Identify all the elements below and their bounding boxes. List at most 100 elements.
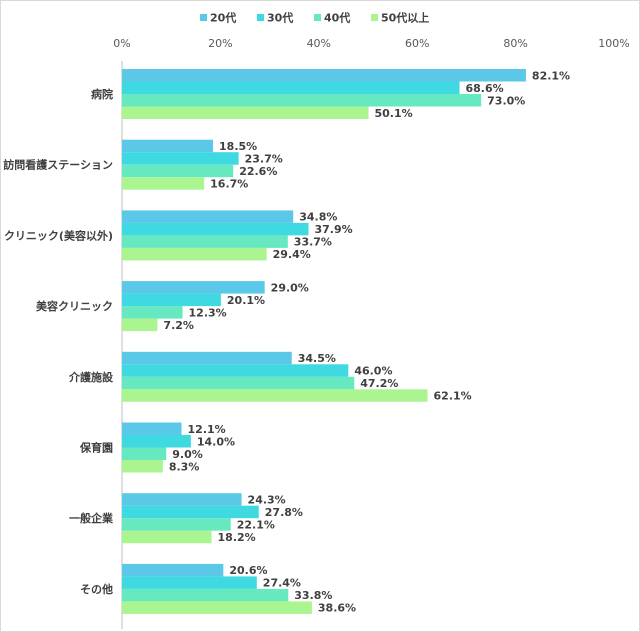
data-label-bg-1-3 [297, 210, 338, 223]
data-label-bg-4-6 [166, 460, 200, 472]
data-label-3-3: 33.7% [294, 236, 332, 249]
data-label-bg-3-1 [485, 94, 526, 106]
data-label-bg-1-5 [295, 352, 336, 364]
bar-2-2 [122, 152, 239, 165]
x-tick-label-3: 40% [307, 37, 331, 50]
bar-1-2 [122, 139, 214, 153]
data-label-bg-2-3 [312, 223, 353, 235]
data-label-bg-1-7 [245, 493, 286, 506]
data-label-3-1: 73.0% [487, 94, 525, 107]
data-label-4-4: 7.2% [163, 319, 194, 332]
category-label-4: 美容クリニック [36, 299, 113, 313]
legend-label-1: 20代 [210, 11, 236, 25]
bar-1-1 [122, 69, 526, 82]
legend-swatch-4 [371, 14, 378, 21]
bar-1-3 [122, 210, 294, 223]
x-tick-label-1: 0% [113, 37, 130, 50]
data-label-1-3: 34.8% [299, 211, 337, 224]
bar-3-5 [122, 376, 355, 390]
data-label-1-7: 24.3% [248, 493, 286, 506]
data-label-4-5: 62.1% [434, 390, 472, 403]
category-label-5: 介護施設 [68, 370, 114, 384]
legend-label-4: 50代以上 [381, 11, 429, 25]
data-label-bg-4-7 [215, 531, 256, 543]
legend-label-3: 40代 [324, 11, 350, 25]
data-label-4-3: 29.4% [273, 248, 311, 261]
data-label-bg-2-1 [463, 82, 504, 94]
category-label-7: 一般企業 [69, 511, 114, 525]
data-label-1-5: 34.5% [298, 352, 336, 365]
bar-1-6 [122, 422, 182, 435]
data-label-bg-4-3 [270, 248, 311, 260]
bar-3-2 [122, 164, 234, 178]
data-label-bg-2-2 [242, 152, 283, 165]
data-label-3-4: 12.3% [189, 306, 227, 319]
data-label-bg-2-4 [224, 294, 265, 306]
category-label-1: 病院 [91, 87, 113, 101]
data-label-bg-3-3 [291, 235, 332, 248]
data-label-bg-3-4 [186, 306, 227, 319]
data-label-3-6: 9.0% [172, 448, 203, 461]
data-label-4-6: 8.3% [169, 460, 200, 473]
data-label-bg-3-2 [237, 165, 278, 177]
bar-4-2 [122, 177, 205, 190]
data-label-1-8: 20.6% [229, 564, 267, 577]
legend-swatch-2 [257, 14, 264, 21]
data-label-2-5: 46.0% [354, 365, 392, 378]
legend-swatch-1 [200, 14, 207, 21]
data-label-2-8: 27.4% [263, 577, 301, 590]
bar-4-8 [122, 601, 312, 614]
category-label-2: 訪問看護ステーション [3, 158, 113, 172]
bar-4-1 [122, 106, 369, 119]
bar-2-1 [122, 81, 460, 94]
data-label-2-2: 23.7% [245, 152, 283, 165]
data-label-bg-3-7 [234, 518, 275, 531]
data-label-bg-4-1 [372, 107, 413, 119]
data-label-4-7: 18.2% [218, 531, 256, 544]
data-label-4-2: 16.7% [210, 177, 248, 190]
bar-2-7 [122, 505, 259, 519]
data-label-bg-1-1 [529, 69, 570, 81]
data-label-1-4: 29.0% [271, 281, 309, 294]
bar-4-5 [122, 389, 428, 402]
data-label-1-1: 82.1% [532, 69, 570, 82]
bar-2-3 [122, 222, 309, 236]
data-label-2-6: 14.0% [197, 435, 235, 448]
x-tick-label-5: 80% [503, 37, 527, 50]
data-label-bg-4-5 [431, 389, 472, 402]
data-label-1-2: 18.5% [219, 140, 257, 153]
data-label-3-8: 33.8% [294, 589, 332, 602]
bar-2-5 [122, 364, 349, 377]
bar-1-5 [122, 351, 292, 365]
x-tick-label-6: 100% [598, 37, 629, 50]
bar-1-8 [122, 563, 224, 577]
bar-2-4 [122, 293, 221, 307]
bar-4-7 [122, 530, 212, 544]
data-label-2-4: 20.1% [227, 294, 265, 307]
x-tick-label-2: 20% [208, 37, 232, 50]
data-label-bg-3-6 [170, 448, 204, 460]
data-label-4-8: 38.6% [318, 602, 356, 615]
data-label-bg-1-8 [227, 564, 268, 576]
data-label-bg-2-6 [194, 435, 235, 447]
data-label-3-7: 22.1% [237, 518, 275, 531]
bar-3-8 [122, 588, 289, 602]
bar-2-8 [122, 576, 257, 589]
data-label-2-3: 37.9% [314, 223, 352, 236]
data-label-bg-4-4 [161, 319, 195, 331]
category-label-6: 保育園 [79, 441, 113, 455]
category-label-8: その他 [80, 582, 113, 596]
category-label-3: クリニック(美容以外) [4, 228, 113, 242]
data-label-3-5: 47.2% [360, 377, 398, 390]
bar-1-7 [122, 493, 242, 506]
bar-4-6 [122, 460, 163, 473]
data-label-2-7: 27.8% [265, 506, 303, 519]
data-label-bg-3-8 [292, 589, 333, 601]
bar-3-1 [122, 94, 482, 107]
x-tick-label-4: 60% [405, 37, 429, 50]
data-label-bg-4-2 [208, 177, 249, 190]
bar-4-4 [122, 318, 158, 332]
data-label-bg-4-8 [315, 601, 356, 614]
